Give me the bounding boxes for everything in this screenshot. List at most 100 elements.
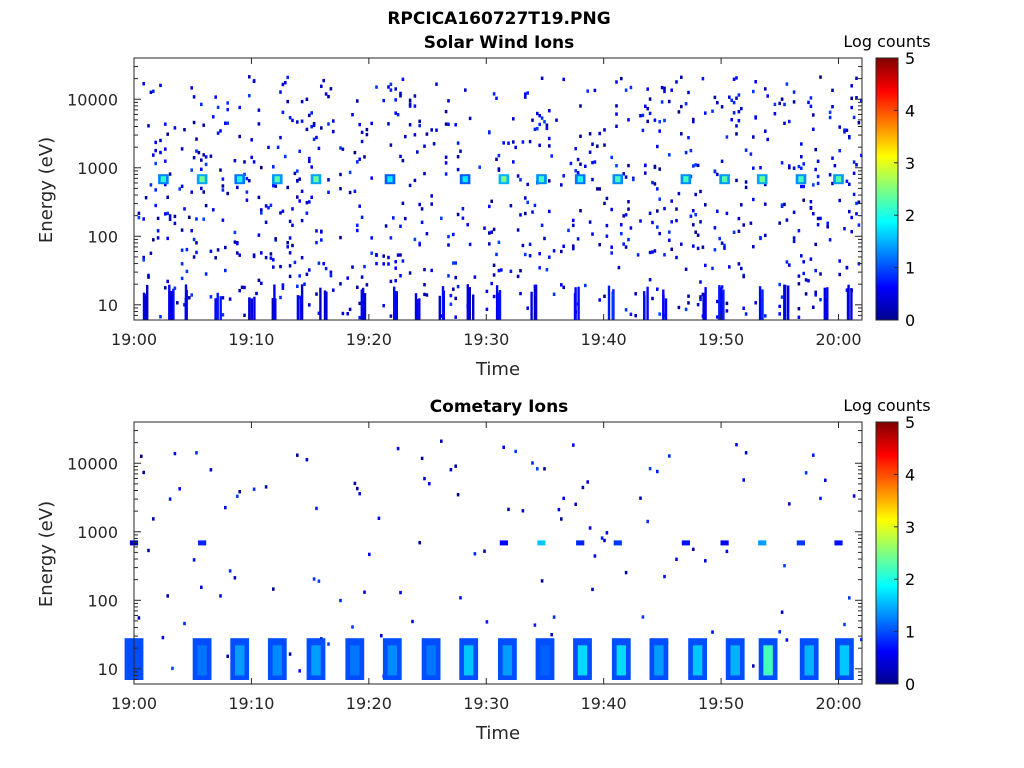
heatmap-cell [548, 136, 551, 141]
heatmap-cell [303, 282, 306, 286]
heatmap-cell [279, 295, 282, 300]
low-energy-burst [850, 288, 853, 320]
heatmap-cell [164, 122, 167, 126]
heatmap-cell [298, 149, 301, 153]
heatmap-cell [752, 197, 755, 202]
heatmap-cell [269, 256, 273, 260]
heatmap-cell [495, 252, 498, 257]
heatmap-cell [696, 302, 700, 307]
heatmap-cell [502, 445, 505, 449]
heatmap-cell [483, 226, 486, 230]
heatmap-cell [855, 163, 858, 167]
heatmap-cell [483, 549, 486, 553]
heatmap-cell [848, 209, 851, 214]
heatmap-cell [850, 215, 853, 220]
heatmap-cell [288, 236, 292, 240]
heatmap-cell [732, 111, 736, 115]
heatmap-cell [500, 268, 503, 272]
heatmap-cell [610, 207, 613, 212]
heatmap-cell [783, 121, 786, 125]
heatmap-cell [245, 176, 249, 181]
hotspot-cell [759, 176, 765, 183]
heatmap-cell [538, 114, 541, 118]
heatmap-cell [320, 238, 323, 242]
heatmap-cell [464, 88, 467, 92]
heatmap-cell [728, 95, 731, 99]
low-energy-burst [299, 297, 302, 320]
colorbar-tick-label: 0 [905, 675, 915, 694]
heatmap-cell [538, 143, 541, 147]
heatmap-cell [221, 188, 225, 192]
heatmap-cell [663, 253, 666, 257]
heatmap-cell [152, 517, 155, 521]
heatmap-cell [264, 485, 268, 489]
heatmap-cell [298, 295, 301, 299]
x-tick-label: 19:10 [228, 330, 274, 349]
hotspot-cell [350, 645, 360, 676]
heatmap-cell [814, 268, 817, 273]
heatmap-cell [802, 162, 805, 166]
heatmap-cell [519, 291, 522, 296]
heatmap-cell [197, 150, 201, 155]
heatmap-cell [353, 189, 357, 193]
hotspot-cell [235, 645, 245, 676]
heatmap-cell [447, 122, 450, 126]
heatmap-cell [444, 172, 448, 176]
heatmap-cell [680, 242, 683, 246]
heatmap-cell [272, 165, 275, 169]
heatmap-cell [449, 302, 453, 306]
heatmap-cell [310, 165, 313, 169]
x-tick-label: 20:00 [815, 330, 861, 349]
low-energy-burst [826, 287, 829, 320]
heatmap-cell [305, 127, 309, 132]
heatmap-cell [804, 471, 808, 475]
hotspot-cell [616, 645, 626, 676]
heatmap-cell [356, 486, 359, 491]
heatmap-cell [243, 313, 246, 317]
heatmap-cell [190, 86, 193, 90]
heatmap-cell [533, 623, 537, 627]
heatmap-cell [468, 242, 472, 247]
heatmap-cell [394, 98, 397, 102]
heatmap-cell [807, 100, 810, 105]
heatmap-cell [550, 633, 553, 637]
heatmap-cell [780, 295, 784, 299]
heatmap-cell [519, 178, 522, 182]
heatmap-cell [444, 161, 448, 165]
low-energy-burst [172, 288, 175, 320]
heatmap-cell [826, 221, 829, 225]
heatmap-cell [677, 305, 681, 310]
heatmap-cell [670, 220, 673, 224]
heatmap-cell [828, 173, 832, 177]
heatmap-cell [809, 205, 813, 210]
axes-frame [133, 421, 863, 685]
heatmap-cell [452, 261, 455, 265]
heatmap-cell [190, 293, 193, 297]
heatmap-cell [423, 267, 426, 272]
heatmap-cell [831, 105, 834, 109]
panel-solar-wind: Solar Wind Ions 19:00 19:10 19:20 19:30 19:4… [36, 32, 931, 380]
heatmap-cell [641, 615, 645, 619]
heatmap-cell [298, 669, 301, 673]
heatmap-cell [346, 276, 349, 280]
low-energy-burst [441, 286, 445, 320]
heatmap-cell [456, 212, 460, 217]
heatmap-cell [831, 156, 834, 160]
heatmap-cell [257, 233, 261, 237]
heatmap-cell [288, 652, 292, 656]
heatmap-cell [161, 635, 165, 640]
heatmap-cell [401, 201, 405, 205]
heatmap-cell [255, 291, 258, 296]
y-tick-label: 10000 [67, 90, 118, 109]
heatmap-cell [819, 496, 822, 501]
heatmap-cell [720, 159, 724, 163]
heatmap-cell [300, 189, 304, 193]
heatmap-cell [538, 122, 541, 127]
heatmap-cell [192, 237, 196, 242]
heatmap-cells [124, 439, 863, 680]
heatmap-cell [843, 128, 846, 132]
heatmap-cell [797, 229, 801, 233]
heatmap-cell [648, 111, 652, 116]
heatmap-cell [735, 132, 738, 136]
heatmap-cell [636, 253, 640, 257]
